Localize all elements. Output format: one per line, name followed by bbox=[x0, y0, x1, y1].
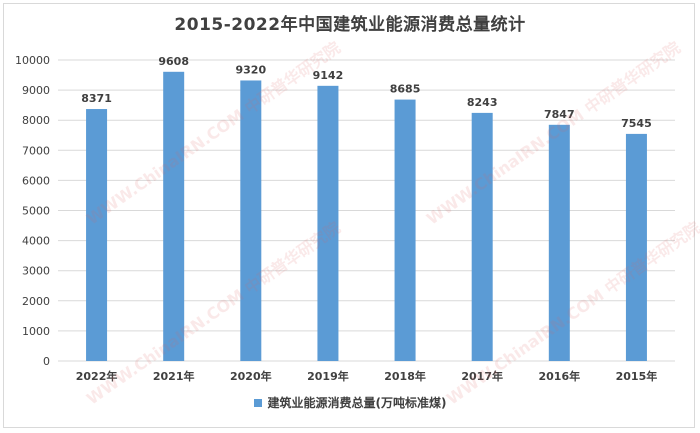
x-tick-label: 2019年 bbox=[307, 369, 349, 383]
legend-label: 建筑业能源消费总量(万吨标准煤) bbox=[267, 396, 447, 410]
bar bbox=[471, 112, 493, 361]
y-tick-label: 9000 bbox=[22, 84, 50, 97]
y-tick-label: 4000 bbox=[22, 235, 50, 248]
bar bbox=[163, 71, 185, 362]
data-label: 9608 bbox=[158, 55, 189, 68]
bar bbox=[317, 85, 339, 361]
x-tick-label: 2021年 bbox=[153, 369, 195, 383]
data-label: 8371 bbox=[81, 92, 112, 105]
x-tick-label: 2016年 bbox=[539, 369, 581, 383]
x-tick-label: 2022年 bbox=[76, 369, 118, 383]
bar bbox=[86, 109, 108, 361]
y-tick-label: 1000 bbox=[22, 325, 50, 338]
data-label: 8685 bbox=[390, 83, 421, 96]
y-tick-label: 10000 bbox=[15, 54, 50, 67]
y-tick-label: 2000 bbox=[22, 295, 50, 308]
x-tick-label: 2017年 bbox=[461, 369, 503, 383]
bar bbox=[625, 133, 647, 361]
data-label: 8243 bbox=[467, 96, 498, 109]
x-tick-label: 2018年 bbox=[384, 369, 426, 383]
y-tick-label: 6000 bbox=[22, 174, 50, 187]
y-tick-label: 7000 bbox=[22, 144, 50, 157]
chart-frame bbox=[3, 3, 695, 428]
bar bbox=[548, 124, 570, 361]
y-tick-label: 3000 bbox=[22, 265, 50, 278]
x-tick-label: 2015年 bbox=[616, 369, 658, 383]
y-tick-label: 8000 bbox=[22, 114, 50, 127]
data-label: 7545 bbox=[621, 117, 652, 130]
data-label: 9320 bbox=[236, 63, 267, 76]
legend-swatch bbox=[253, 398, 262, 407]
bar bbox=[394, 99, 416, 362]
y-tick-label: 5000 bbox=[22, 205, 50, 218]
chart-title: 2015-2022年中国建筑业能源消费总量统计 bbox=[174, 15, 526, 35]
data-label: 7847 bbox=[544, 108, 575, 121]
y-tick-label: 0 bbox=[43, 355, 50, 368]
x-tick-label: 2020年 bbox=[230, 369, 272, 383]
legend: 建筑业能源消费总量(万吨标准煤) bbox=[0, 394, 700, 411]
data-label: 9142 bbox=[313, 69, 344, 82]
bar bbox=[240, 80, 262, 361]
